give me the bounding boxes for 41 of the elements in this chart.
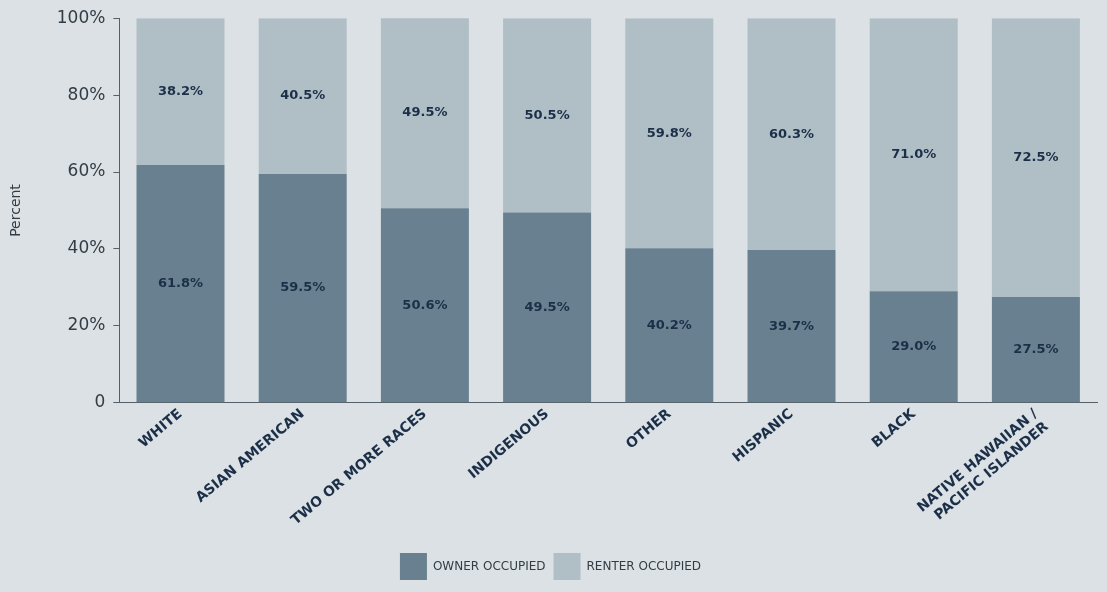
data-label: 61.8% — [157, 275, 204, 291]
bar — [503, 18, 592, 213]
bar — [136, 165, 225, 403]
bar — [747, 250, 836, 403]
data-label: 39.7% — [768, 317, 815, 333]
y-tick-label: 100% — [56, 6, 106, 27]
y-tick-label: 60% — [67, 160, 106, 181]
bar — [503, 212, 592, 403]
bar — [625, 18, 714, 249]
data-label: 50.5% — [524, 106, 570, 122]
data-label: 49.5% — [402, 104, 448, 120]
y-axis-title: Percent — [7, 183, 24, 237]
bar — [625, 248, 714, 403]
bar — [380, 208, 469, 403]
bar — [258, 173, 347, 403]
data-label: 71.0% — [891, 146, 937, 162]
bar — [991, 18, 1080, 298]
bar — [380, 18, 469, 209]
bar — [869, 18, 958, 292]
data-label: 59.5% — [280, 279, 326, 295]
legend-label: OWNER OCCUPIED — [432, 558, 546, 573]
bar — [136, 18, 225, 166]
legend-label: RENTER OCCUPIED — [586, 558, 702, 573]
y-tick-label: 80% — [67, 83, 106, 104]
y-tick-label: 0 — [94, 391, 106, 412]
y-tick-label: 40% — [67, 237, 106, 258]
data-label: 72.5% — [1013, 148, 1059, 164]
data-label: 40.5% — [280, 87, 326, 103]
data-label: 38.2% — [157, 83, 204, 99]
data-label: 29.0% — [891, 338, 937, 354]
data-label: 59.8% — [646, 124, 692, 140]
bar — [258, 18, 347, 174]
bar — [991, 297, 1080, 403]
bar — [869, 291, 958, 403]
y-tick-label: 20% — [67, 314, 106, 335]
bar — [747, 18, 836, 251]
data-label: 40.2% — [646, 316, 692, 332]
data-label: 50.6% — [402, 296, 448, 312]
data-label: 49.5% — [524, 298, 570, 314]
data-label: 27.5% — [1013, 341, 1059, 357]
data-label: 60.3% — [768, 125, 815, 141]
